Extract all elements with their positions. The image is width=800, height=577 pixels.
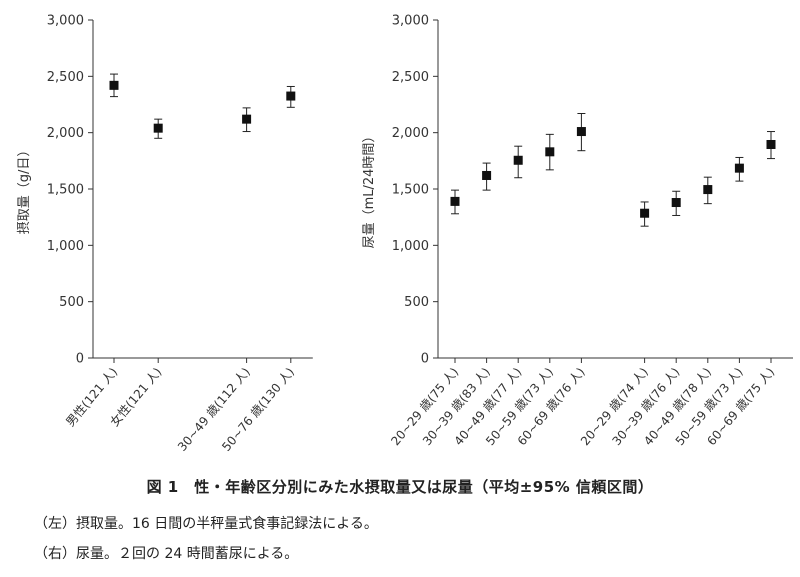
y-tick-label-right: 2,000 [392, 126, 429, 141]
y-tick-label-right: 1,500 [392, 183, 429, 198]
y-axis-label-right: 尿量（mL/24時間） [362, 130, 377, 249]
mean-marker-right [734, 163, 744, 173]
mean-marker-left [153, 123, 163, 133]
mean-marker-right [766, 139, 776, 149]
mean-marker-right [513, 155, 523, 165]
y-tick-label-right: 500 [404, 295, 429, 310]
y-tick-label-left: 2,500 [47, 70, 84, 85]
mean-marker-right [576, 127, 586, 137]
y-tick-label-left: 0 [76, 352, 84, 367]
y-tick-label-left: 3,000 [47, 14, 84, 29]
figure-note-right: （右）尿量。２回の 24 時間蓄尿による。 [34, 546, 299, 562]
figure-note-left: （左）摂取量。16 日間の半秤量式食事記録法による。 [34, 516, 378, 532]
mean-marker-right [545, 147, 555, 157]
y-tick-label-left: 1,000 [47, 239, 84, 254]
mean-marker-right [450, 196, 460, 206]
y-tick-label-left: 2,000 [47, 126, 84, 141]
mean-marker-left [109, 80, 119, 90]
mean-marker-right [671, 198, 681, 208]
y-tick-label-right: 2,500 [392, 70, 429, 85]
y-tick-label-right: 1,000 [392, 239, 429, 254]
y-tick-label-left: 1,500 [47, 183, 84, 198]
y-tick-label-left: 500 [59, 295, 84, 310]
category-label-left: 30~49 歳(112 人) [175, 365, 253, 454]
y-tick-label-right: 3,000 [392, 14, 429, 29]
mean-marker-right [640, 208, 650, 218]
mean-marker-right [482, 170, 492, 180]
mean-marker-left [286, 91, 296, 101]
y-axis-label-left: 摂取量（g/日） [16, 144, 32, 235]
figure-caption: 図 1 性・年齢区分別にみた水摂取量又は尿量（平均±95% 信頼区間） [146, 478, 654, 496]
mean-marker-right [703, 185, 713, 195]
mean-marker-left [242, 114, 252, 124]
y-tick-label-right: 0 [421, 352, 429, 367]
figure-canvas: 05001,0001,5002,0002,5003,000摂取量（g/日）男性(… [16, 14, 793, 454]
